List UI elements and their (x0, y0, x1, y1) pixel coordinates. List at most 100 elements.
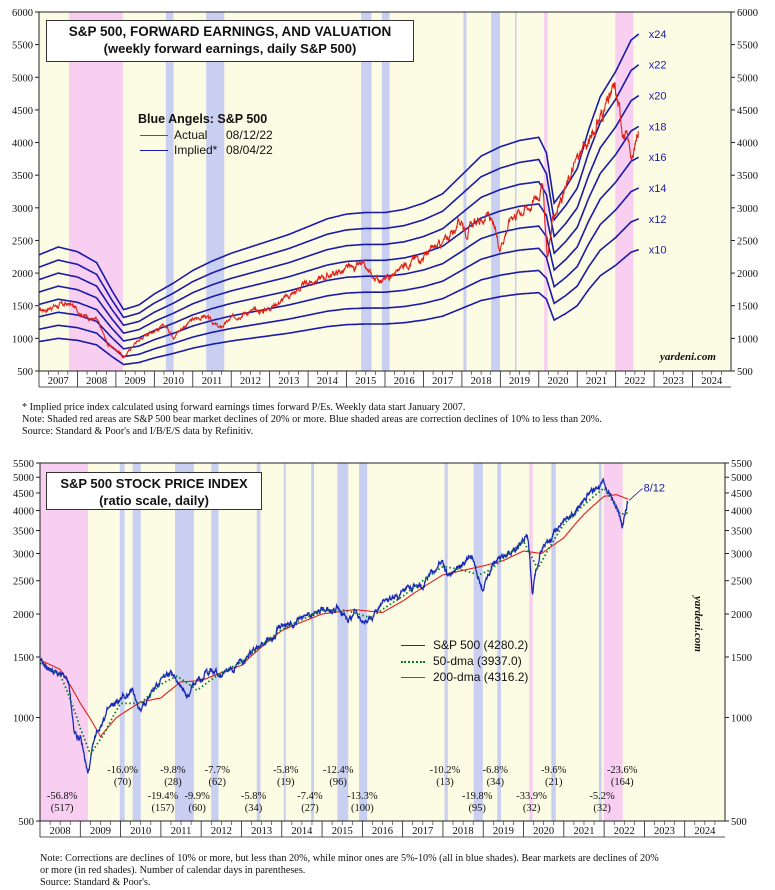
chart2-legend-dma200: 200-dma (4316.2) (401, 670, 571, 686)
chart2-annotation-pct: -7.7% (205, 765, 231, 776)
chart2-bear-band-1 (529, 463, 533, 821)
chart2-ytick-label-right: 3000 (731, 549, 752, 560)
chart2-annotation-pct: -5.8% (273, 765, 299, 776)
chart1-multiple-label: x22 (649, 60, 667, 72)
note-top-3: Source: Standard & Poor's and I/B/E/S da… (22, 426, 254, 437)
chart2-correction-band-13 (598, 463, 602, 821)
chart2-ytick-label-left: 500 (18, 817, 34, 828)
chart2-correction-band-9 (444, 463, 448, 821)
chart2-annotation-days: (34) (245, 803, 263, 814)
chart2-ytick-label-right: 2000 (731, 610, 752, 621)
legend-line-implied (140, 150, 168, 151)
chart2-ytick-label-left: 4500 (13, 489, 34, 500)
chart1-ytick-label-right: 5500 (737, 41, 758, 52)
chart2-annotation-pct: -23.6% (607, 765, 638, 776)
legend-label-sp500: S&P 500 (4280.2) (433, 638, 529, 652)
legend-date-actual: 08/12/22 (226, 128, 273, 142)
chart2-ytick-label-left: 5000 (13, 473, 34, 484)
chart1-xtick-label: 2021 (586, 376, 607, 387)
chart2-annotation-days: (164) (611, 777, 634, 788)
chart1-watermark: yardeni.com (660, 351, 716, 363)
chart2-sp500-line (39, 477, 629, 774)
chart1-implied-line-x18 (38, 125, 640, 334)
chart2-annotation-pct: -16.0% (107, 765, 138, 776)
legend-label-implied: Implied* (174, 143, 218, 157)
chart2-xtick-label: 2024 (694, 826, 716, 837)
chart2-annotation-pct: -7.4% (297, 791, 323, 802)
chart1-ytick-label-left: 2000 (12, 269, 33, 280)
chart1-xtick-label: 2018 (471, 376, 492, 387)
chart1-title: S&P 500, FORWARD EARNINGS, AND VALUATION (68, 24, 392, 39)
chart1-correction-band-0 (165, 12, 174, 371)
chart1-xtick-label: 2012 (240, 376, 261, 387)
chart1-multiple-label: x18 (649, 121, 667, 133)
chart1-bear-band-2 (615, 12, 634, 371)
chart1-xtick-label: 2007 (48, 376, 69, 387)
chart1-ytick-label-right: 500 (737, 367, 753, 378)
chart2-annotation-days: (62) (209, 777, 227, 788)
chart1-legend: Blue Angels: S&P 500 Actual 08/12/22 Imp… (138, 112, 318, 158)
chart2-ytick-label-right: 1500 (731, 653, 752, 664)
chart2-annotation-pct: -10.2% (430, 765, 461, 776)
chart2-xtick-label: 2016 (372, 826, 393, 837)
chart2-bear-band-2 (603, 463, 623, 821)
chart1-xtick-label: 2009 (125, 376, 146, 387)
chart1-xtick-label: 2022 (624, 376, 645, 387)
chart2-correction-band-1 (132, 463, 141, 821)
chart1-multiple-label: x12 (649, 214, 667, 226)
note-bottom-3: Source: Standard & Poor's. (40, 877, 151, 888)
chart2-annotation-days: (28) (164, 777, 182, 788)
chart1-ytick-label-left: 1000 (12, 334, 33, 345)
chart1-correction-band-3 (381, 12, 390, 371)
chart1-xtick-label: 2008 (86, 376, 107, 387)
chart2-annotation-pct: -9.6% (541, 765, 567, 776)
chart2-end-label-leader (628, 488, 643, 501)
chart1-ytick-label-left: 4000 (12, 139, 33, 150)
chart2-ytick-label-left: 2500 (13, 577, 34, 588)
chart2-bear-band-0 (40, 463, 88, 821)
chart2-annotation-pct: -9.8% (160, 765, 186, 776)
chart2-ytick-label-right: 4500 (731, 489, 752, 500)
chart1-implied-line-x14 (38, 187, 640, 350)
chart1-ytick-label-left: 3500 (12, 171, 33, 182)
chart1-implied-line-x10 (38, 248, 640, 366)
chart2-annotation-pct: -33.9% (516, 791, 547, 802)
chart2-xtick-label: 2014 (291, 826, 313, 837)
chart2-annotation-pct: -6.8% (483, 765, 509, 776)
chart1-xtick-label: 2020 (548, 376, 569, 387)
notes-top: * Implied price index calculated using f… (22, 402, 602, 438)
chart2-annotation-days: (96) (329, 777, 347, 788)
chart1-multiple-label: x10 (649, 245, 667, 257)
chart2-xtick-label: 2011 (171, 826, 192, 837)
chart1-multiple-label: x20 (649, 91, 667, 103)
chart2-ytick-label-right: 5000 (731, 473, 752, 484)
chart1-title-box: S&P 500, FORWARD EARNINGS, AND VALUATION… (46, 20, 414, 62)
chart2-annotation-days: (70) (114, 777, 132, 788)
chart1-ytick-label-right: 1000 (737, 334, 758, 345)
chart2-annotation-days: (32) (593, 803, 611, 814)
chart2-correction-band-11 (497, 463, 501, 821)
chart2-title: S&P 500 STOCK PRICE INDEX (60, 476, 248, 491)
chart1-subtitle: (weekly forward earnings, daily S&P 500) (103, 41, 357, 56)
legend-date-implied: 08/04/22 (226, 143, 273, 157)
legend-label-actual: Actual (174, 128, 208, 142)
chart2-ytick-label-right: 4000 (731, 507, 752, 518)
chart1-multiple-label: x24 (649, 29, 667, 41)
chart1-xtick-label: 2023 (663, 376, 684, 387)
chart1-ytick-label-left: 3000 (12, 204, 33, 215)
chart2-subtitle: (ratio scale, daily) (99, 493, 209, 508)
chart2-ytick-label-right: 3500 (731, 526, 752, 537)
chart1-ytick-label-left: 500 (17, 367, 33, 378)
note-bottom-2: or more (in red shades). Number of calen… (40, 865, 306, 876)
chart2-ytick-label-left: 2000 (13, 610, 34, 621)
chart2-annotation-pct: -9.9% (184, 791, 210, 802)
chart2-xtick-label: 2009 (90, 826, 111, 837)
chart2-xtick-label: 2008 (50, 826, 71, 837)
chart2-annotation-pct: -19.8% (462, 791, 493, 802)
legend-line-dma50 (401, 661, 425, 663)
chart2-legend-dma50: 50-dma (3937.0) (401, 654, 571, 670)
chart2-xtick-label: 2020 (533, 826, 554, 837)
chart2-xtick-label: 2019 (493, 826, 514, 837)
chart2-correction-band-5 (283, 463, 286, 821)
